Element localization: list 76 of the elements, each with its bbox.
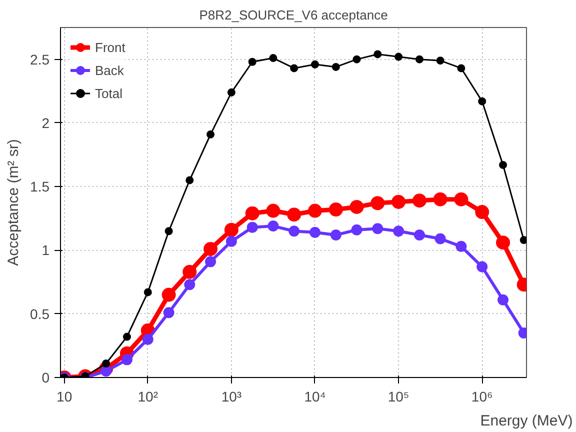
point — [520, 236, 526, 244]
point — [454, 192, 468, 206]
point — [102, 360, 110, 368]
point — [186, 176, 194, 184]
point — [478, 97, 486, 106]
legend-label: Front — [95, 40, 126, 54]
point — [392, 194, 406, 209]
point — [457, 64, 466, 72]
chart-title: P8R2_SOURCE_V6 acceptance — [199, 8, 388, 22]
point — [266, 204, 280, 218]
point — [374, 50, 382, 58]
point — [269, 54, 278, 62]
point — [268, 220, 279, 232]
legend-label: Back — [95, 62, 124, 78]
point — [414, 229, 425, 240]
x-tick-label: 10² — [138, 388, 158, 404]
y-axis-title: Acceptance (m² sr) — [5, 139, 22, 266]
point — [415, 55, 424, 64]
point — [394, 52, 403, 61]
point — [287, 208, 302, 222]
point — [100, 366, 112, 377]
y-tick-label: 2.5 — [30, 51, 50, 68]
x-tick-label: 10³ — [221, 388, 242, 404]
point — [204, 242, 218, 256]
legend-label: Total — [95, 86, 122, 100]
point — [393, 226, 404, 237]
x-tick-label: 10⁶ — [471, 388, 493, 404]
point — [372, 223, 384, 234]
point — [328, 202, 343, 216]
point — [206, 130, 215, 138]
point — [308, 204, 322, 218]
point — [224, 222, 238, 237]
point — [350, 200, 364, 214]
point — [351, 224, 362, 236]
point — [142, 334, 154, 345]
point — [332, 62, 340, 71]
point — [290, 64, 298, 72]
point — [456, 240, 467, 252]
x-axis-title: Energy (MeV) — [480, 412, 573, 430]
point — [436, 56, 444, 65]
point — [184, 279, 196, 290]
point — [162, 288, 176, 302]
point — [226, 236, 237, 247]
point — [248, 58, 256, 66]
point — [330, 229, 342, 240]
y-tick-label: 2 — [42, 114, 50, 131]
point — [476, 261, 488, 272]
point — [310, 60, 319, 68]
point — [499, 160, 508, 169]
point — [205, 256, 216, 268]
point — [122, 332, 131, 341]
point — [498, 294, 509, 306]
point — [182, 264, 197, 279]
y-tick-label: 1.5 — [30, 178, 50, 195]
point — [433, 192, 448, 206]
point — [227, 88, 236, 96]
x-tick-label: 10⁵ — [388, 388, 410, 404]
y-tick-label: 0.5 — [30, 306, 50, 322]
point — [475, 205, 490, 220]
point — [164, 227, 173, 236]
point — [412, 194, 426, 208]
point — [246, 222, 258, 233]
y-tick-label: 1 — [42, 242, 50, 258]
point — [434, 233, 446, 244]
point — [309, 226, 320, 238]
point — [496, 236, 510, 250]
point — [370, 196, 385, 210]
point — [352, 55, 361, 64]
x-tick-label: 10⁴ — [304, 388, 326, 404]
point — [163, 307, 174, 318]
y-tick-label: 0 — [42, 370, 50, 386]
point — [144, 288, 152, 296]
point — [245, 206, 260, 220]
point — [121, 354, 132, 366]
x-tick-label: 10 — [56, 388, 72, 404]
point — [288, 226, 300, 237]
